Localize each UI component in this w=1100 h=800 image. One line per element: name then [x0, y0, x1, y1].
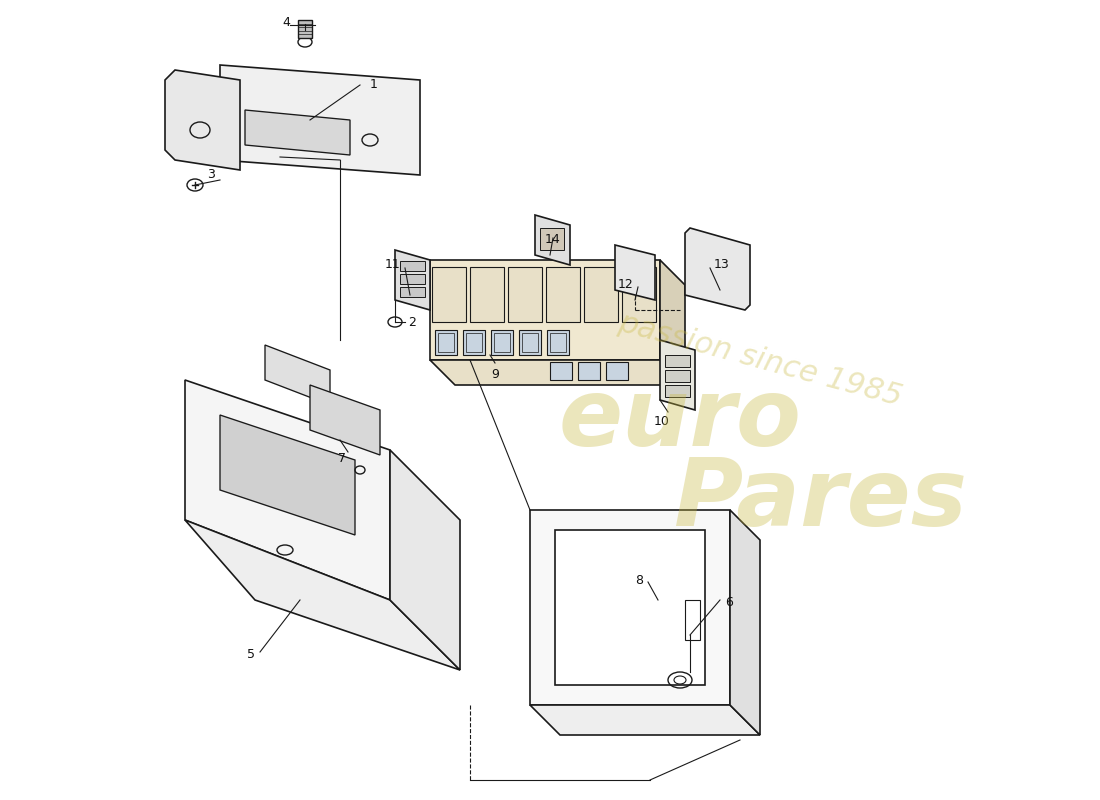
Text: passion since 1985: passion since 1985	[615, 308, 905, 412]
Bar	[685, 600, 700, 640]
Bar	[494, 333, 510, 352]
Bar	[666, 385, 690, 397]
Text: 10: 10	[654, 415, 670, 428]
Text: 5: 5	[248, 649, 255, 662]
Polygon shape	[660, 260, 685, 385]
Text: Pares: Pares	[673, 454, 967, 546]
Text: 4: 4	[282, 15, 290, 29]
Text: 2: 2	[408, 315, 416, 329]
Polygon shape	[220, 415, 355, 535]
Polygon shape	[730, 510, 760, 735]
Text: 9: 9	[491, 368, 499, 381]
Text: 13: 13	[714, 258, 729, 271]
Polygon shape	[530, 705, 760, 735]
Polygon shape	[310, 385, 380, 455]
Bar	[550, 333, 566, 352]
Bar	[466, 333, 482, 352]
Text: 1: 1	[370, 78, 378, 91]
Polygon shape	[660, 340, 695, 410]
Text: 7: 7	[338, 451, 346, 465]
Bar	[578, 362, 600, 380]
Bar	[584, 267, 618, 322]
Polygon shape	[220, 65, 420, 175]
Bar	[606, 362, 628, 380]
Polygon shape	[390, 450, 460, 670]
Bar	[519, 330, 541, 355]
Polygon shape	[165, 70, 240, 170]
Text: 14: 14	[546, 233, 561, 246]
Bar	[463, 330, 485, 355]
Bar	[540, 228, 564, 250]
Polygon shape	[535, 215, 570, 265]
Bar	[550, 362, 572, 380]
Polygon shape	[245, 110, 350, 155]
Polygon shape	[685, 228, 750, 310]
Bar	[666, 355, 690, 367]
Text: 11: 11	[384, 258, 400, 271]
Polygon shape	[265, 345, 330, 405]
Polygon shape	[395, 250, 430, 310]
Polygon shape	[556, 530, 705, 685]
Text: 3: 3	[207, 169, 215, 182]
Bar	[666, 370, 690, 382]
Bar	[432, 267, 466, 322]
Bar	[298, 20, 312, 38]
Polygon shape	[430, 360, 685, 385]
Bar	[547, 330, 569, 355]
Bar	[546, 267, 580, 322]
Text: 12: 12	[617, 278, 632, 291]
Text: euro: euro	[559, 374, 802, 466]
Polygon shape	[185, 380, 390, 600]
Bar	[434, 330, 456, 355]
Bar	[400, 274, 425, 284]
Polygon shape	[430, 260, 660, 360]
Bar	[400, 287, 425, 297]
Bar	[470, 267, 504, 322]
Bar	[491, 330, 513, 355]
Text: 8: 8	[635, 574, 643, 586]
Bar	[621, 267, 656, 322]
Bar	[400, 261, 425, 271]
Polygon shape	[615, 245, 654, 300]
Bar	[522, 333, 538, 352]
Polygon shape	[185, 520, 460, 670]
Polygon shape	[530, 510, 730, 705]
Bar	[438, 333, 454, 352]
Text: 6: 6	[725, 595, 733, 609]
Bar	[508, 267, 542, 322]
